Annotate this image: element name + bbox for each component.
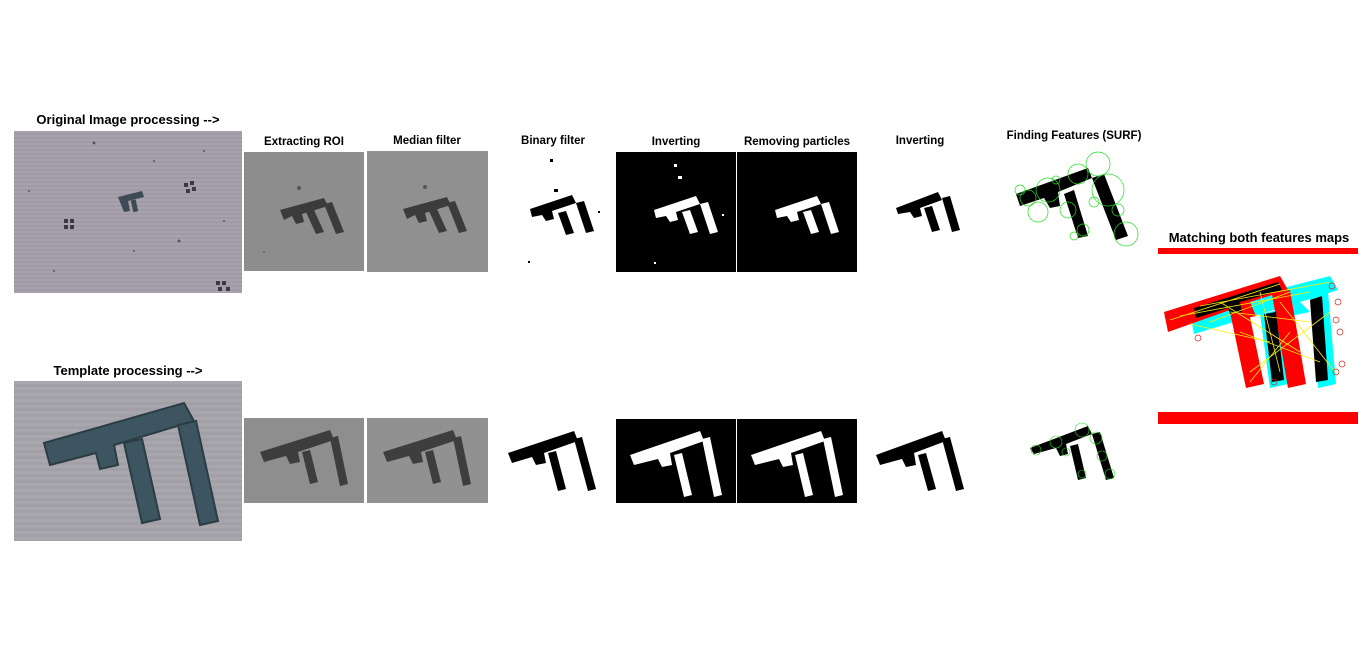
template-image-graphic — [14, 381, 242, 541]
inverting-label-2: Inverting — [895, 135, 945, 147]
median-filter-label: Median filter — [393, 135, 461, 147]
inverted-image-2-graphic — [896, 192, 960, 232]
original-image-graphic — [14, 131, 242, 293]
matching-title: Matching both features maps — [1168, 230, 1350, 245]
template-median-image — [367, 418, 488, 503]
binary-image — [512, 153, 612, 271]
template-inverted-image-1-graphic — [616, 419, 736, 503]
features-image-bottom — [1026, 418, 1120, 484]
roi-image — [244, 152, 364, 271]
matching-image-graphic — [1164, 276, 1346, 388]
particles-removed-image-graphic — [737, 152, 857, 272]
template-inverted-image-1 — [616, 419, 736, 503]
template-inverted-image-2 — [874, 425, 970, 495]
finding-features-label: Finding Features (SURF) — [1006, 130, 1142, 142]
roi-image-graphic — [244, 152, 364, 271]
matching-bottom-bar — [1158, 412, 1358, 424]
template-binary-image — [504, 425, 608, 495]
matching-image — [1160, 272, 1358, 392]
template-roi-image — [244, 418, 364, 503]
features-image-top — [1008, 150, 1144, 250]
original-image — [14, 131, 242, 293]
template-roi-image-graphic — [244, 418, 364, 503]
inverting-label-1: Inverting — [651, 136, 701, 148]
template-inverted-image-2-graphic — [876, 431, 964, 491]
original-row-title: Original Image processing --> — [36, 112, 220, 127]
extracting-roi-label: Extracting ROI — [264, 136, 344, 148]
template-row-title: Template processing --> — [53, 363, 203, 378]
matching-top-bar — [1158, 248, 1358, 254]
template-image — [14, 381, 242, 541]
particles-removed-image — [737, 152, 857, 272]
inverted-image-1 — [616, 152, 736, 272]
features-image-bottom-graphic — [1030, 422, 1116, 480]
template-particles-removed-image — [737, 419, 857, 503]
template-particles-removed-image-graphic — [737, 419, 857, 503]
median-image-graphic — [367, 151, 488, 272]
median-image — [367, 151, 488, 272]
features-image-top-graphic — [1014, 151, 1139, 247]
inverted-image-1-graphic — [616, 152, 736, 272]
binary-image-graphic — [512, 153, 612, 271]
binary-filter-label: Binary filter — [521, 135, 585, 147]
template-binary-image-graphic — [508, 431, 596, 491]
inverted-image-2 — [880, 180, 970, 240]
template-median-image-graphic — [367, 418, 488, 503]
removing-particles-label: Removing particles — [743, 136, 851, 148]
